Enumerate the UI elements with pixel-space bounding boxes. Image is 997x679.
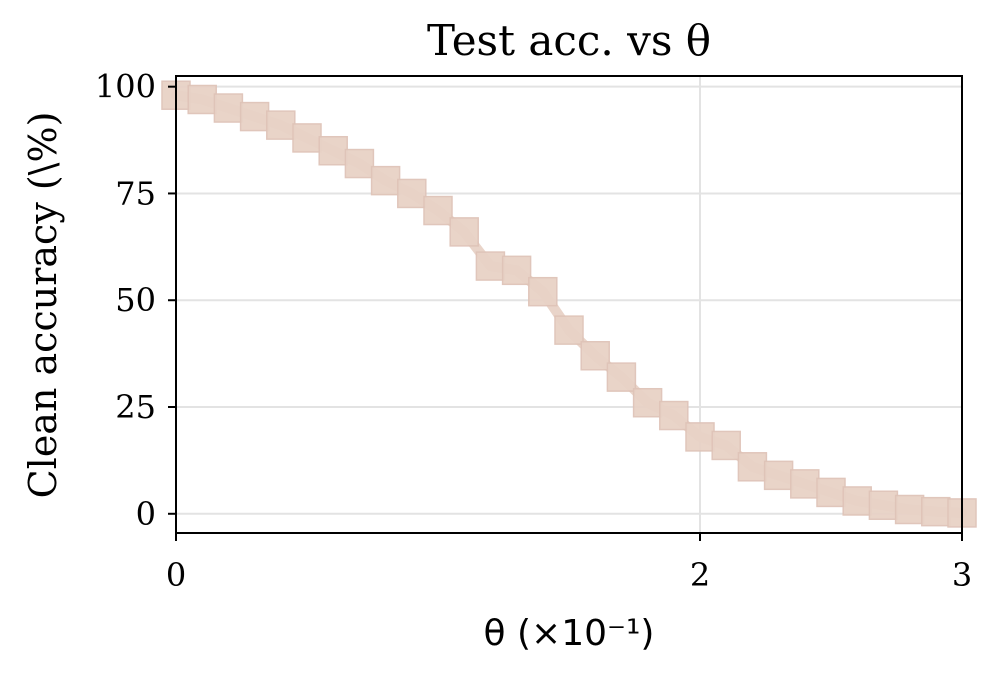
y-tick-label: 25	[115, 388, 156, 426]
data-point	[449, 217, 479, 247]
data-point	[344, 148, 375, 179]
x-tick-label: 3	[952, 556, 972, 594]
data-point	[737, 452, 768, 482]
data-point	[423, 195, 453, 226]
y-tick-label: 50	[115, 281, 156, 319]
series	[161, 80, 977, 528]
data-point	[685, 422, 715, 452]
plot-frame	[175, 75, 963, 534]
data-point	[397, 178, 427, 209]
data-point	[554, 315, 584, 345]
data-point	[711, 430, 741, 461]
data-point	[318, 135, 348, 166]
data-point	[659, 400, 689, 431]
y-axis-label: Clean accuracy (\%)	[21, 112, 65, 499]
data-point	[816, 477, 846, 508]
data-point	[606, 362, 637, 392]
data-point	[790, 469, 820, 499]
data-point	[842, 486, 872, 516]
x-tick-label: 2	[690, 556, 710, 594]
data-point	[763, 460, 794, 491]
data-point	[292, 123, 322, 153]
data-point	[187, 84, 217, 115]
data-point	[580, 341, 610, 371]
x-axis-label: θ (×10⁻¹)	[484, 613, 655, 654]
chart-title: Test acc. vs θ	[427, 16, 711, 65]
data-point	[894, 494, 925, 525]
y-tick-label: 75	[115, 174, 156, 212]
series-line	[171, 90, 967, 518]
data-point	[475, 251, 506, 281]
data-point	[266, 110, 296, 140]
y-tick-label: 0	[136, 495, 156, 533]
data-point	[632, 387, 663, 418]
data-point	[501, 255, 532, 286]
ticks: 0 2 3 0 25 50 75 100	[95, 68, 972, 594]
axes	[175, 75, 963, 534]
x-tick-label: 0	[166, 556, 186, 594]
data-point	[528, 276, 558, 307]
data-point	[370, 165, 401, 196]
y-tick-label: 100	[95, 68, 156, 106]
data-point	[868, 490, 899, 520]
data-point	[213, 93, 244, 123]
data-point	[921, 496, 951, 527]
data-point	[239, 101, 270, 132]
